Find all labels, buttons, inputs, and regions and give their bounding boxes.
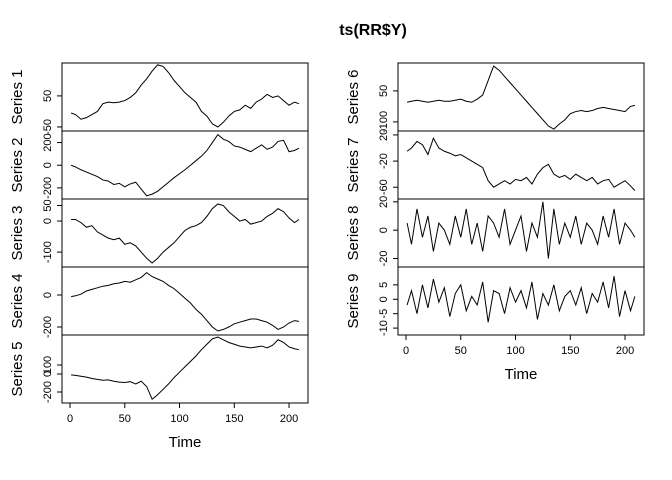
y-tick-label: 0 xyxy=(42,371,54,377)
y-tick-label: -60 xyxy=(378,179,390,195)
chart-title: ts(RR$Y) xyxy=(339,22,407,39)
x-tick-label: 50 xyxy=(455,345,467,357)
y-tick-label: 50 xyxy=(42,90,54,102)
y-tick-label: -50 xyxy=(42,119,54,135)
y-tick-label: -20 xyxy=(378,251,390,267)
series-line xyxy=(70,64,300,128)
y-tick-label: -5 xyxy=(378,309,390,319)
series-label: Series 2 xyxy=(9,137,26,192)
series-line xyxy=(71,203,300,264)
y-tick-label: -100 xyxy=(378,111,390,133)
series-line xyxy=(406,201,636,259)
series-line xyxy=(71,271,299,332)
x-tick-label: 100 xyxy=(506,345,524,357)
y-tick-label: -200 xyxy=(42,381,54,403)
x-tick-label: 100 xyxy=(170,413,188,425)
series-label: Series 5 xyxy=(9,341,26,396)
y-tick-label: -200 xyxy=(42,177,54,199)
y-tick-label: 100 xyxy=(42,356,54,374)
y-tick-label: 20 xyxy=(378,129,390,141)
y-tick-label: 50 xyxy=(378,85,390,97)
series-label: Series 3 xyxy=(9,205,26,260)
y-tick-label: 200 xyxy=(42,133,54,151)
series-line xyxy=(71,336,299,401)
series-label: Series 1 xyxy=(9,69,26,124)
y-tick-label: 5 xyxy=(378,282,390,288)
series-line xyxy=(406,136,636,191)
panel-frame xyxy=(61,334,309,404)
y-tick-label: -20 xyxy=(378,153,390,169)
x-axis-title: Time xyxy=(169,434,202,451)
x-tick-label: 150 xyxy=(225,413,243,425)
y-tick-label: 0 xyxy=(42,162,54,168)
panel-frame xyxy=(61,130,309,200)
x-tick-label: 200 xyxy=(280,413,298,425)
series-label: Series 4 xyxy=(9,273,26,328)
y-tick-label: 50 xyxy=(42,199,54,211)
series-label: Series 7 xyxy=(345,137,362,192)
x-tick-label: 200 xyxy=(616,345,634,357)
panel-frame xyxy=(397,266,645,336)
x-tick-label: 0 xyxy=(403,345,409,357)
y-tick-label: 20 xyxy=(378,196,390,208)
y-tick-label: -10 xyxy=(378,320,390,336)
series-label: Series 9 xyxy=(345,273,362,328)
y-tick-label: -100 xyxy=(42,241,54,263)
x-tick-label: 0 xyxy=(67,413,73,425)
y-tick-label: 0 xyxy=(378,296,390,302)
series-line xyxy=(70,133,300,197)
y-tick-label: 0 xyxy=(42,292,54,298)
series-label: Series 6 xyxy=(345,69,362,124)
y-tick-label: -200 xyxy=(42,316,54,338)
y-tick-label: 0 xyxy=(42,218,54,224)
panel-frame xyxy=(397,62,645,132)
series-line xyxy=(406,276,636,323)
y-tick-label: 0 xyxy=(378,227,390,233)
x-axis-title: Time xyxy=(505,366,538,383)
x-tick-label: 150 xyxy=(561,345,579,357)
series-label: Series 8 xyxy=(345,205,362,260)
series-line xyxy=(406,65,636,130)
x-tick-label: 50 xyxy=(119,413,131,425)
